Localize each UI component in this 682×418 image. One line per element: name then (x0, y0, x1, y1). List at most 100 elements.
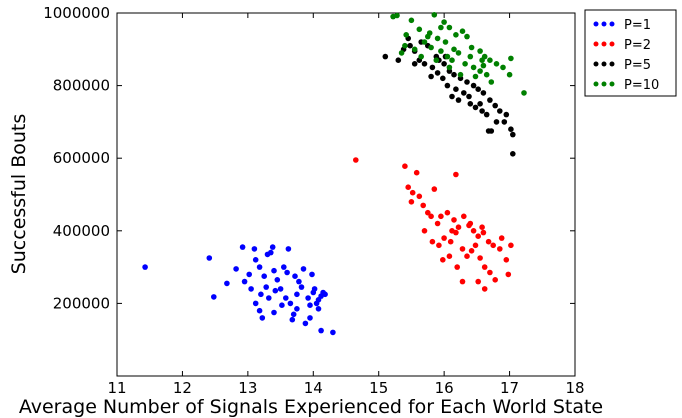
y-tick-label: 1000000 (43, 4, 110, 22)
scatter-point (461, 90, 467, 96)
legend-label: P=10 (624, 78, 659, 93)
x-tick-label: 11 (107, 379, 126, 397)
scatter-point (451, 217, 457, 223)
scatter-point (472, 73, 479, 80)
scatter-point (438, 48, 444, 54)
scatter-point (434, 70, 441, 76)
scatter-point (464, 253, 470, 259)
scatter-point (493, 61, 500, 67)
x-tick-label: 14 (304, 379, 323, 397)
legend: P=1 P=2 P=5 P=10 (584, 9, 677, 97)
legend-marker (593, 61, 599, 67)
scatter-point (395, 57, 402, 63)
scatter-point (413, 169, 420, 176)
x-tick-label: 15 (369, 379, 388, 397)
scatter-point (438, 24, 444, 31)
scatter-point (287, 300, 294, 307)
x-tick-label: 12 (173, 379, 192, 397)
scatter-point (503, 111, 510, 118)
scatter-point (467, 101, 474, 107)
legend-box (584, 9, 677, 97)
scatter-point (259, 315, 266, 321)
scatter-point (444, 209, 451, 216)
scatter-point (470, 82, 477, 89)
scatter-point (418, 53, 425, 60)
scatter-point (457, 71, 464, 78)
scatter-point (408, 199, 415, 205)
scatter-point (434, 220, 441, 227)
scatter-point (429, 64, 436, 71)
scatter-point (508, 126, 514, 132)
scatter-point (431, 12, 438, 18)
scatter-point (300, 266, 307, 272)
scatter-point (394, 12, 400, 19)
scatter-point (311, 286, 318, 292)
scatter-point (459, 278, 466, 285)
y-tick-label: 400000 (53, 222, 110, 240)
scatter-point (403, 32, 410, 38)
scatter-point (398, 50, 405, 56)
x-tick-label: 18 (565, 379, 584, 397)
scatter-point (503, 257, 510, 263)
scatter-point (480, 90, 487, 96)
scatter-point (455, 50, 462, 56)
scatter-point (451, 71, 457, 78)
scatter-point (411, 46, 418, 53)
scatter-point (493, 119, 500, 125)
y-tick-label: 800000 (53, 77, 110, 95)
x-tick-label: 17 (500, 379, 519, 397)
scatter-point (258, 291, 264, 298)
scatter-point (440, 75, 446, 82)
series-p-5 (382, 35, 516, 157)
scatter-point (461, 213, 467, 220)
scatter-point (449, 228, 455, 234)
scatter-point (271, 309, 277, 316)
scatter-point (459, 28, 466, 34)
scatter-point (290, 311, 297, 318)
scatter-point (468, 248, 475, 254)
scatter-point (444, 53, 451, 60)
scatter-point (263, 284, 270, 290)
scatter-point (421, 228, 428, 234)
legend-label: P=1 (624, 18, 651, 33)
scatter-point (402, 42, 408, 49)
scatter-point (441, 19, 447, 25)
scatter-point (453, 32, 459, 38)
scatter-point (449, 57, 455, 63)
scatter-point (233, 266, 239, 272)
scatter-point (211, 294, 217, 300)
scatter-point (428, 73, 434, 80)
y-tick-label: 200000 (53, 294, 110, 312)
x-tick-label: 13 (238, 379, 257, 397)
scatter-point (294, 306, 300, 312)
scatter-point (285, 246, 292, 252)
scatter-point (261, 273, 268, 280)
scatter-point (315, 306, 322, 312)
scatter-point (453, 86, 459, 92)
axis-ticks: 11 12 13 14 15 16 17 18 200000 400000 600000 800000… (43, 4, 584, 397)
scatter-point (252, 257, 259, 263)
legend-marker (609, 21, 615, 27)
scatter-point (510, 131, 516, 138)
scatter-point (446, 24, 453, 31)
scatter-point (441, 235, 447, 241)
legend-marker (609, 61, 615, 67)
scatter-point (402, 163, 408, 169)
scatter-point (408, 17, 415, 24)
scatter-point (434, 35, 441, 42)
scatter-point (467, 220, 474, 227)
scatter-point (483, 111, 490, 118)
scatter-point (449, 93, 455, 100)
scatter-point (447, 238, 454, 245)
scatter-point (298, 284, 305, 290)
plot-area (116, 12, 576, 377)
scatter-point (239, 244, 246, 250)
scatter-point (479, 108, 485, 114)
legend-marker (593, 41, 599, 47)
data-points (142, 12, 527, 336)
scatter-point (487, 269, 493, 276)
scatter-point (444, 82, 451, 89)
scatter-point (497, 246, 503, 252)
scatter-point (420, 202, 427, 209)
scatter-point (318, 327, 324, 334)
